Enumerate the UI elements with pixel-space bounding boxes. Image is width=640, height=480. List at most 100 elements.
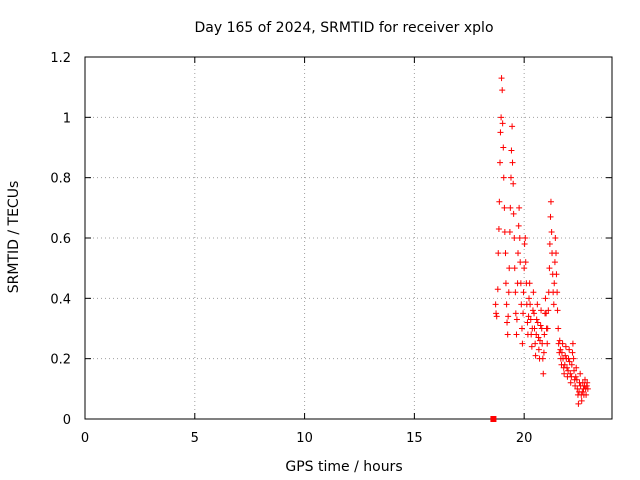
data-point bbox=[505, 289, 512, 296]
data-point bbox=[570, 355, 577, 362]
data-point bbox=[579, 388, 586, 395]
data-point bbox=[573, 376, 580, 383]
data-point bbox=[520, 289, 527, 296]
data-point bbox=[540, 370, 547, 377]
data-point bbox=[563, 364, 570, 371]
y-tick-label: 0 bbox=[63, 413, 71, 428]
data-point bbox=[527, 301, 534, 308]
data-point bbox=[559, 340, 566, 347]
data-point bbox=[525, 295, 532, 302]
data-point bbox=[515, 222, 522, 229]
y-tick-label: 0.8 bbox=[50, 172, 71, 187]
data-point bbox=[557, 346, 564, 353]
data-point bbox=[511, 265, 518, 272]
data-point bbox=[554, 289, 561, 296]
data-point bbox=[572, 382, 579, 389]
data-point bbox=[505, 313, 512, 320]
data-point bbox=[499, 87, 506, 94]
y-tick-label: 0.6 bbox=[50, 232, 71, 247]
data-point bbox=[546, 241, 553, 248]
data-point bbox=[506, 265, 513, 272]
data-point bbox=[535, 346, 542, 353]
data-point bbox=[548, 228, 555, 235]
data-point bbox=[536, 337, 543, 344]
data-point bbox=[522, 259, 529, 266]
data-point bbox=[507, 174, 514, 181]
data-point bbox=[567, 379, 574, 386]
data-point bbox=[501, 204, 508, 211]
data-point bbox=[539, 355, 546, 362]
data-point bbox=[562, 352, 569, 359]
data-point bbox=[532, 352, 539, 359]
data-point bbox=[510, 180, 517, 187]
data-point bbox=[496, 198, 503, 205]
x-tick-label: 0 bbox=[81, 431, 89, 446]
data-point bbox=[551, 259, 558, 266]
data-point bbox=[499, 120, 506, 127]
data-point bbox=[578, 397, 585, 404]
x-tick-label: 5 bbox=[191, 431, 199, 446]
x-tick-label: 20 bbox=[516, 431, 533, 446]
data-point bbox=[566, 358, 573, 365]
data-point bbox=[575, 400, 582, 407]
data-point bbox=[584, 385, 591, 392]
data-point bbox=[551, 280, 558, 287]
data-point bbox=[533, 316, 540, 323]
y-tick-label: 1 bbox=[63, 111, 71, 126]
y-tick-label: 1.2 bbox=[50, 51, 71, 66]
data-point bbox=[527, 316, 534, 323]
data-point bbox=[528, 343, 535, 350]
data-point bbox=[531, 325, 538, 332]
data-point bbox=[565, 355, 572, 362]
data-point bbox=[568, 361, 575, 368]
data-point bbox=[519, 340, 526, 347]
data-point bbox=[526, 280, 533, 287]
data-point bbox=[561, 361, 568, 368]
data-point bbox=[569, 340, 576, 347]
data-point bbox=[531, 310, 538, 317]
x-tick-label: 10 bbox=[296, 431, 313, 446]
data-point bbox=[495, 250, 502, 257]
data-point bbox=[581, 376, 588, 383]
data-point bbox=[500, 174, 507, 181]
data-points bbox=[490, 75, 591, 422]
data-point bbox=[529, 307, 536, 314]
data-point bbox=[562, 343, 569, 350]
data-point bbox=[544, 340, 551, 347]
data-point bbox=[552, 235, 559, 241]
data-point bbox=[567, 370, 574, 377]
data-point bbox=[573, 364, 580, 371]
data-point bbox=[535, 334, 542, 341]
data-point bbox=[502, 280, 509, 287]
x-axis-label: GPS time / hours bbox=[285, 459, 402, 475]
data-point bbox=[500, 144, 507, 151]
data-point bbox=[565, 367, 572, 374]
data-point bbox=[528, 331, 535, 338]
data-point bbox=[501, 228, 508, 235]
data-point bbox=[508, 147, 515, 154]
y-tick-label: 0.4 bbox=[50, 292, 71, 307]
data-point bbox=[509, 123, 516, 130]
data-point bbox=[572, 373, 579, 380]
data-point bbox=[574, 385, 581, 392]
data-point bbox=[542, 295, 549, 302]
data-point bbox=[553, 271, 560, 278]
data-point bbox=[521, 241, 528, 248]
data-point bbox=[502, 250, 509, 257]
data-point bbox=[533, 331, 540, 338]
data-point bbox=[506, 228, 513, 235]
data-point bbox=[554, 307, 561, 314]
data-point bbox=[504, 331, 511, 338]
data-point-square bbox=[490, 416, 497, 422]
axis-ticks: 0 5 10 15 20 0 0.2 0.4 0.6 0.8 1 1.2 bbox=[50, 51, 612, 446]
data-point bbox=[541, 331, 548, 338]
data-point bbox=[511, 235, 518, 241]
data-point bbox=[509, 159, 516, 166]
grid bbox=[85, 57, 612, 419]
data-point bbox=[493, 313, 500, 320]
data-point bbox=[555, 325, 562, 332]
data-point bbox=[569, 349, 576, 356]
data-point bbox=[493, 310, 500, 317]
data-point bbox=[516, 204, 523, 211]
